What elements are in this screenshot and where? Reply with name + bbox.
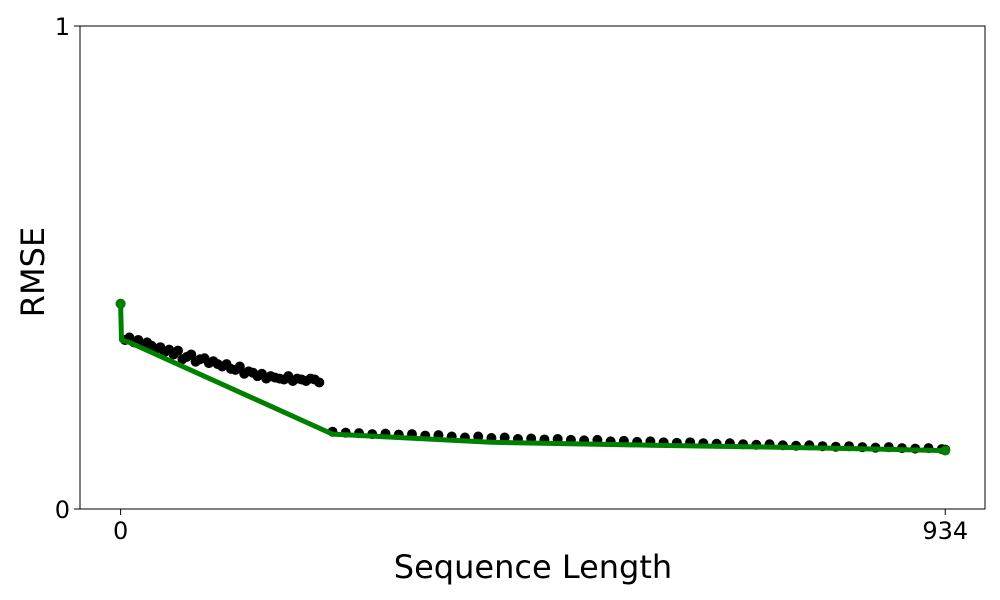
plot-area: [79, 25, 986, 510]
trend-series: [115, 298, 951, 456]
x-tick-label: 934: [922, 517, 968, 545]
y-axis-label: RMSE: [14, 227, 52, 317]
y-tick-label: 1: [55, 13, 70, 41]
data-point: [186, 349, 197, 360]
x-tick-label: 0: [113, 517, 128, 545]
x-axis-ticks: 0 934: [113, 509, 968, 545]
data-point: [173, 345, 184, 356]
trend-line: [118, 303, 946, 454]
trend-start-marker: [115, 298, 126, 309]
trend-end-marker: [940, 445, 951, 456]
data-point: [234, 361, 245, 372]
y-tick-label: 0: [55, 496, 70, 524]
x-axis-label: Sequence Length: [394, 548, 672, 586]
y-axis-ticks: 01: [55, 13, 80, 524]
data-point: [314, 377, 325, 388]
